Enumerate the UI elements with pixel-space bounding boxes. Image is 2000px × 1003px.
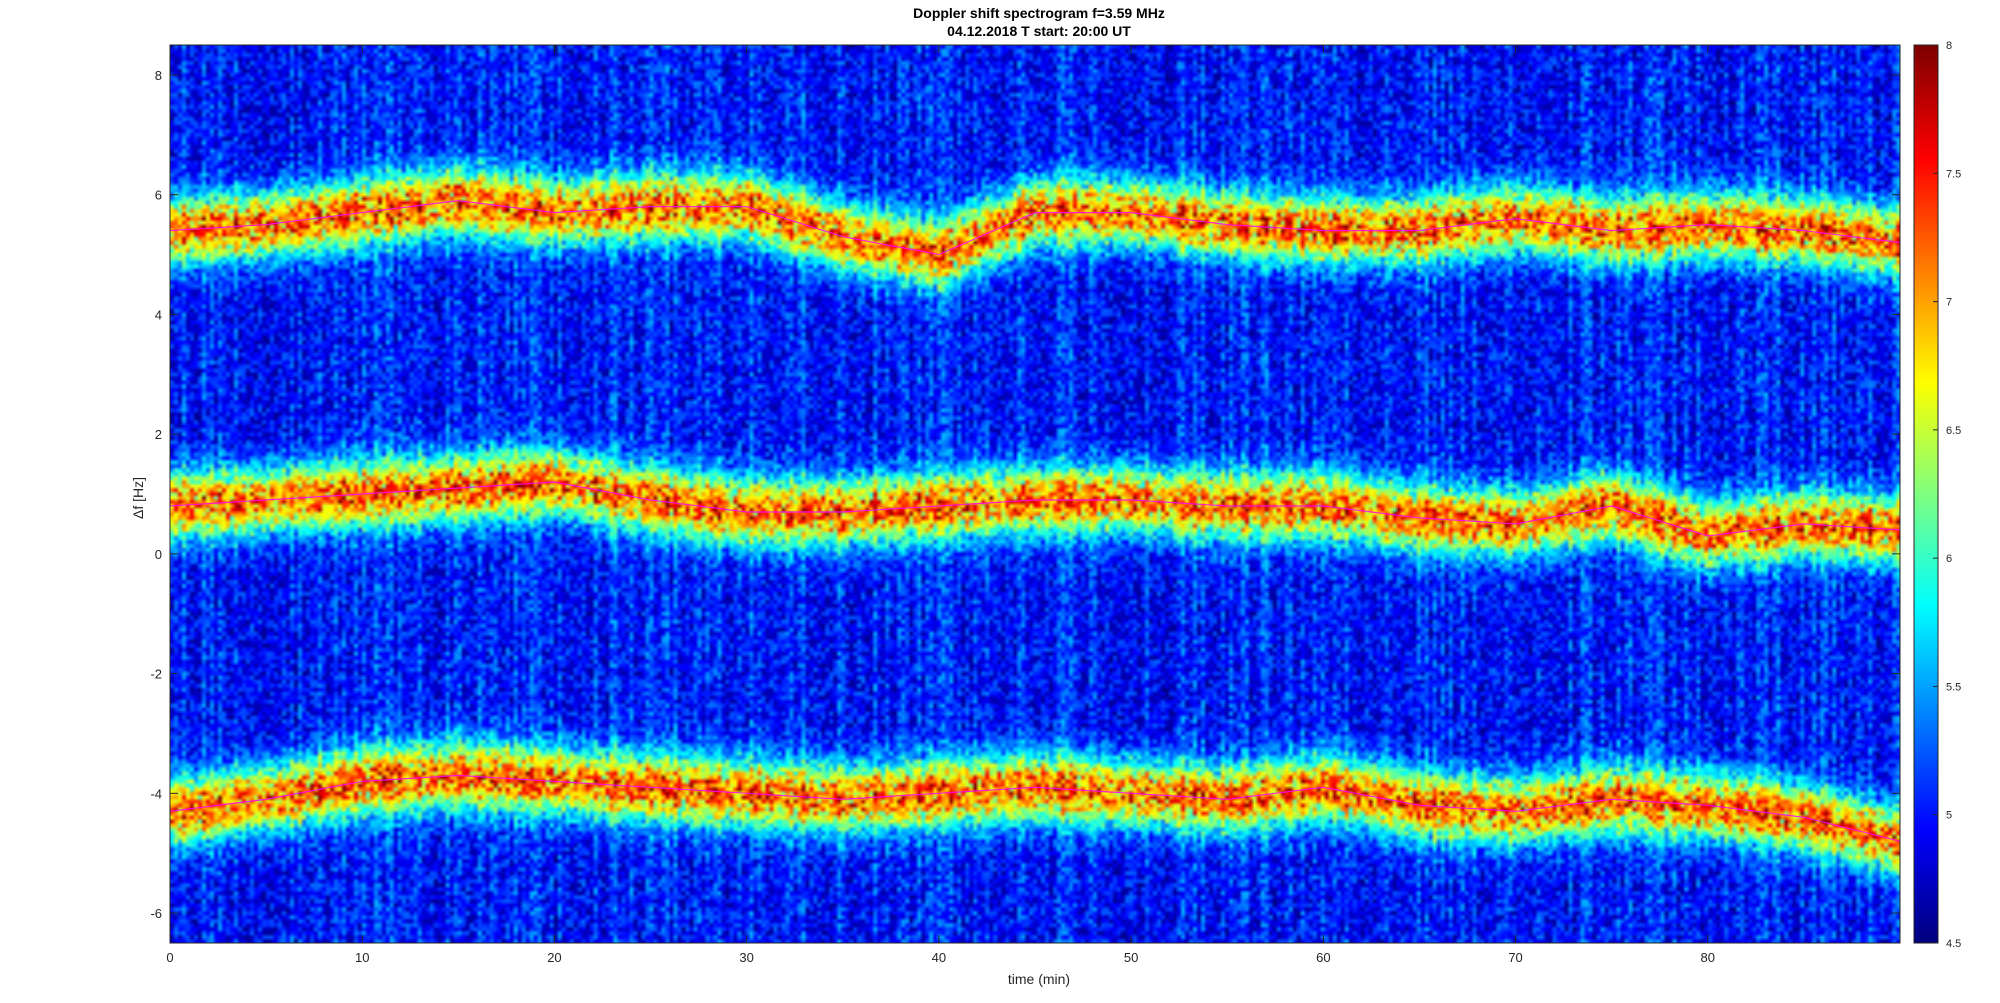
x-tick-label: 10 (355, 950, 369, 965)
colorbar-gradient (1914, 45, 1938, 943)
colorbar-tick-label: 5.5 (1946, 681, 1961, 693)
x-axis-label: time (min) (1008, 971, 1070, 987)
x-tick-label: 70 (1508, 950, 1522, 965)
y-axis: -6 -4 -2 0 2 4 6 8 (150, 68, 1900, 921)
x-tick-label: 50 (1124, 950, 1138, 965)
ridge-trace-2 (169, 481, 1901, 537)
y-tick-label: -2 (150, 667, 162, 682)
y-axis-label: Δf [Hz] (130, 477, 146, 519)
x-tick-label: 20 (547, 950, 561, 965)
colorbar-tick-label: 4.5 (1946, 938, 1961, 950)
colorbar: 4.5 5 5.5 6 6.5 7 7.5 8 (1913, 40, 1961, 950)
ridge-trace-layer (169, 200, 1901, 842)
x-tick-label: 30 (739, 950, 753, 965)
chart-subtitle: 04.12.2018 T start: 20:00 UT (947, 23, 1131, 39)
colorbar-tick-label: 6.5 (1946, 425, 1961, 437)
y-tick-label: 4 (155, 307, 162, 322)
colorbar-container (1914, 45, 1938, 943)
colorbar-tick-label: 6 (1946, 553, 1952, 565)
x-tick-label: 0 (166, 950, 173, 965)
chart-title: Doppler shift spectrogram f=3.59 MHz (913, 5, 1165, 21)
ridge-trace-1 (169, 200, 1901, 256)
colorbar-tick-label: 7 (1946, 297, 1952, 309)
y-tick-label: 0 (155, 547, 162, 562)
x-tick-label: 60 (1316, 950, 1330, 965)
y-tick-label: 2 (155, 427, 162, 442)
y-tick-label: 6 (155, 188, 162, 203)
y-tick-label: -4 (150, 786, 162, 801)
x-axis: 0 10 20 30 40 50 60 70 80 (166, 45, 1715, 965)
x-tick-label: 40 (932, 950, 946, 965)
plot-frame (169, 44, 1901, 944)
colorbar-ticks: 4.5 5 5.5 6 6.5 7 7.5 8 (1933, 40, 1961, 950)
colorbar-tick-label: 7.5 (1946, 168, 1961, 180)
plot-area (169, 44, 1901, 944)
y-tick-label: -6 (150, 906, 162, 921)
colorbar-tick-label: 8 (1946, 40, 1952, 52)
y-tick-label: 8 (155, 68, 162, 83)
heatmap-image (170, 45, 1900, 943)
colorbar-tick-label: 5 (1946, 810, 1952, 822)
ridge-trace-3 (169, 774, 1901, 842)
x-tick-label: 80 (1701, 950, 1715, 965)
colorbar-frame (1913, 44, 1939, 944)
heatmap-container (170, 45, 1900, 943)
